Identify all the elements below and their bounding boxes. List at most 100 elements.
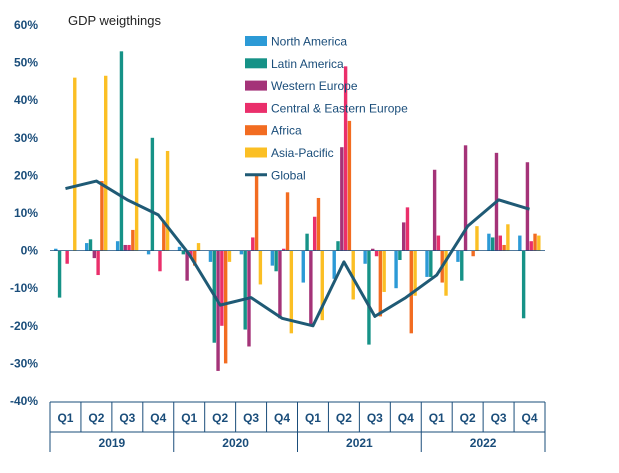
bar xyxy=(270,250,275,266)
y-tick-label: 0% xyxy=(21,244,39,258)
bar xyxy=(405,207,410,251)
quarter-label: Q3 xyxy=(367,411,383,425)
bar xyxy=(521,250,526,319)
bar xyxy=(487,233,491,251)
bar xyxy=(340,147,344,251)
bar xyxy=(529,241,533,251)
bar xyxy=(251,237,255,251)
bar xyxy=(343,66,348,251)
legend-label: Central & Eastern Europe xyxy=(271,101,408,115)
bar xyxy=(274,250,278,272)
bar xyxy=(100,181,104,251)
bar xyxy=(185,250,189,281)
legend: North America Latin America Western Europe… xyxy=(245,35,408,182)
bar xyxy=(471,250,475,257)
bar xyxy=(92,250,97,259)
quarter-label: Q4 xyxy=(150,411,166,425)
quarter-label: Q4 xyxy=(274,411,290,425)
bar xyxy=(537,235,541,251)
bar xyxy=(316,197,321,251)
legend-label: Latin America xyxy=(271,57,344,71)
y-tick-label: 20% xyxy=(14,168,38,182)
year-label: 2022 xyxy=(470,436,497,450)
quarter-label: Q2 xyxy=(212,411,228,425)
bar xyxy=(506,224,510,251)
year-label: 2019 xyxy=(99,436,126,450)
bar xyxy=(460,250,464,281)
bar xyxy=(208,250,213,262)
y-tick-label: -20% xyxy=(10,319,38,333)
y-tick-label: 50% xyxy=(14,56,38,70)
y-tick-label: 30% xyxy=(14,131,38,145)
bar xyxy=(301,250,305,283)
bar xyxy=(498,235,502,251)
bar xyxy=(96,250,100,276)
bar xyxy=(196,243,201,251)
quarter-label: Q1 xyxy=(181,411,197,425)
bar xyxy=(115,241,120,251)
bar xyxy=(398,250,402,260)
bar xyxy=(65,250,69,264)
bar xyxy=(193,250,197,266)
y-tick-label: 40% xyxy=(14,93,38,107)
bar xyxy=(309,250,313,326)
quarter-label: Q1 xyxy=(429,411,445,425)
bar xyxy=(220,250,224,326)
bar xyxy=(289,250,294,334)
bar xyxy=(525,162,530,251)
bar xyxy=(165,150,170,251)
bar xyxy=(347,120,352,251)
bar xyxy=(425,250,429,277)
bar xyxy=(394,250,398,289)
y-tick-label: 10% xyxy=(14,206,38,220)
bar xyxy=(305,233,309,251)
y-tick-label: -40% xyxy=(10,394,38,408)
legend-swatch xyxy=(245,58,267,69)
bar xyxy=(223,250,228,364)
quarter-label: Q3 xyxy=(243,411,259,425)
bar xyxy=(436,235,441,251)
bar xyxy=(444,250,448,296)
bar xyxy=(463,145,468,251)
legend-swatch xyxy=(245,36,267,46)
bar xyxy=(336,241,340,251)
x-axis: Q1 Q2 Q3 Q4 Q1 Q2 Q3 Q4 Q1 Q2 Q3 Q4 Q1 Q2 Q3 Q4 2019 2020… xyxy=(49,401,546,452)
bar xyxy=(258,250,263,285)
year-label: 2021 xyxy=(346,436,373,450)
bar xyxy=(371,248,375,251)
quarter-label: Q2 xyxy=(88,411,104,425)
bar xyxy=(401,222,406,251)
legend-label: Global xyxy=(271,168,306,182)
bar xyxy=(73,77,77,251)
bar xyxy=(181,250,186,255)
bar xyxy=(127,244,131,251)
bar xyxy=(239,250,244,255)
bar xyxy=(413,250,417,296)
bar xyxy=(312,216,317,251)
bar xyxy=(278,250,282,319)
legend-swatch xyxy=(245,147,267,158)
bar xyxy=(158,250,162,272)
bar xyxy=(282,248,286,251)
quarter-label: Q4 xyxy=(522,411,538,425)
bar xyxy=(162,220,166,251)
bar xyxy=(374,250,379,257)
bar xyxy=(382,250,386,292)
bar xyxy=(378,250,383,317)
bar xyxy=(216,250,220,371)
legend-label: Western Europe xyxy=(271,79,358,93)
quarter-label: Q2 xyxy=(336,411,352,425)
bar xyxy=(502,244,506,251)
bar xyxy=(146,250,151,255)
legend-swatch xyxy=(245,125,267,136)
bar xyxy=(432,169,437,251)
y-tick-label: 60% xyxy=(14,18,38,32)
bar xyxy=(320,250,324,321)
bar xyxy=(285,192,290,251)
bar xyxy=(150,137,155,251)
y-tick-label: -30% xyxy=(10,356,38,370)
legend-swatch xyxy=(245,102,267,113)
quarter-label: Q3 xyxy=(491,411,507,425)
y-axis: -40% -30% -20% -10% 0% 10% 20% 30% 40% 50% 60% xyxy=(10,18,38,408)
